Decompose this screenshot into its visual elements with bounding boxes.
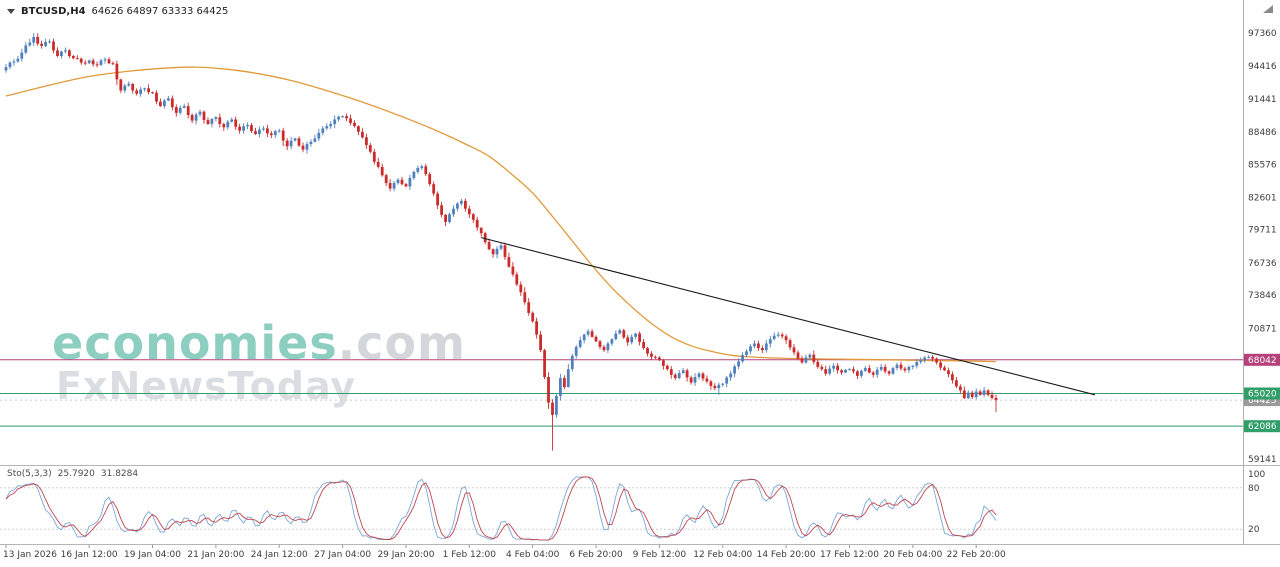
price-tick-label: 97360 <box>1248 29 1277 39</box>
price-tick-label: 82601 <box>1248 194 1277 204</box>
time-tick-label: 12 Feb 04:00 <box>693 550 752 560</box>
price-tick-label: 70871 <box>1248 324 1277 334</box>
level-price-label-65020-bg <box>1244 387 1280 400</box>
stoch-signal-value: 31.8284 <box>100 469 139 479</box>
price-axis[interactable]: 97360 94416 91441 88486 85576 82601 79711 76736… <box>1244 29 1280 465</box>
stoch-main-value: 25.7920 <box>57 469 95 479</box>
stoch-axis-label: 20 <box>1248 525 1260 535</box>
time-tick-label: 21 Jan 20:00 <box>187 550 244 560</box>
bid-price-label: 64425 <box>1248 396 1277 406</box>
price-tick-label: 79711 <box>1248 226 1277 236</box>
symbol-dropdown-icon[interactable] <box>7 9 15 14</box>
moving-average-line[interactable] <box>5 66 997 363</box>
time-tick-label: 4 Feb 04:00 <box>506 550 560 560</box>
stoch-main-line <box>5 476 997 541</box>
stochastic-panel[interactable]: 100 80 20 <box>0 470 1265 541</box>
ohlc-values: 64626 64897 63333 64425 <box>91 6 229 17</box>
fxnewstoday-watermark: FxNewsToday <box>56 364 357 408</box>
stoch-indicator-label: Sto(5,3,3) 25.7920 31.8284 <box>7 469 138 479</box>
time-tick-label: 1 Feb 12:00 <box>443 550 497 560</box>
level-price-label-68042-bg <box>1244 353 1280 366</box>
time-tick-label: 29 Jan 20:00 <box>377 550 434 560</box>
candles-layer <box>4 33 998 451</box>
chart-ohlc-bar: BTCUSD,H4 64626 64897 63333 64425 <box>7 6 228 17</box>
time-tick-label: 19 Jan 04:00 <box>124 550 181 560</box>
time-tick-label: 24 Jan 12:00 <box>251 550 308 560</box>
chart-shift-marker[interactable] <box>1263 5 1273 13</box>
descending-trendline[interactable] <box>481 237 1096 396</box>
level-price-label-65020: 65020 <box>1248 389 1277 399</box>
price-tick-label: 94416 <box>1248 62 1277 72</box>
time-tick-label: 27 Jan 04:00 <box>314 550 371 560</box>
time-tick-label: 17 Feb 12:00 <box>820 550 879 560</box>
time-tick-label: 6 Feb 20:00 <box>569 550 623 560</box>
horizontal-lines <box>0 359 1243 427</box>
time-tick-label: 14 Feb 20:00 <box>757 550 816 560</box>
price-tick-label: 76736 <box>1248 259 1277 269</box>
time-tick-label: 20 Feb 04:00 <box>883 550 942 560</box>
price-tick-label: 59141 <box>1248 455 1277 465</box>
time-tick-label: 9 Feb 12:00 <box>633 550 687 560</box>
price-tick-label: 91441 <box>1248 95 1277 105</box>
stoch-signal-line <box>5 476 997 541</box>
symbol-period-label: BTCUSD,H4 <box>21 6 86 17</box>
time-axis[interactable]: 13 Jan 2026 16 Jan 12:00 19 Jan 04:00 21 Ja… <box>3 545 1006 560</box>
time-tick-label: 13 Jan 2026 <box>3 550 57 560</box>
level-price-label-62086-bg <box>1244 420 1280 433</box>
watermark-brand: economies <box>52 316 338 370</box>
time-tick-label: 22 Feb 20:00 <box>947 550 1006 560</box>
stoch-axis-label: 100 <box>1248 470 1265 480</box>
stoch-name: Sto(5,3,3) <box>7 469 52 479</box>
stoch-axis-label: 80 <box>1248 484 1260 494</box>
price-tick-label: 85576 <box>1248 160 1277 170</box>
watermark-suffix: .com <box>337 316 466 370</box>
economies-watermark: economies.com <box>52 316 466 370</box>
level-price-label-68042: 68042 <box>1248 356 1277 366</box>
price-tick-label: 73846 <box>1248 291 1277 301</box>
level-price-label-62086: 62086 <box>1248 422 1277 432</box>
price-tick-label: 88486 <box>1248 128 1277 138</box>
time-tick-label: 16 Jan 12:00 <box>61 550 118 560</box>
